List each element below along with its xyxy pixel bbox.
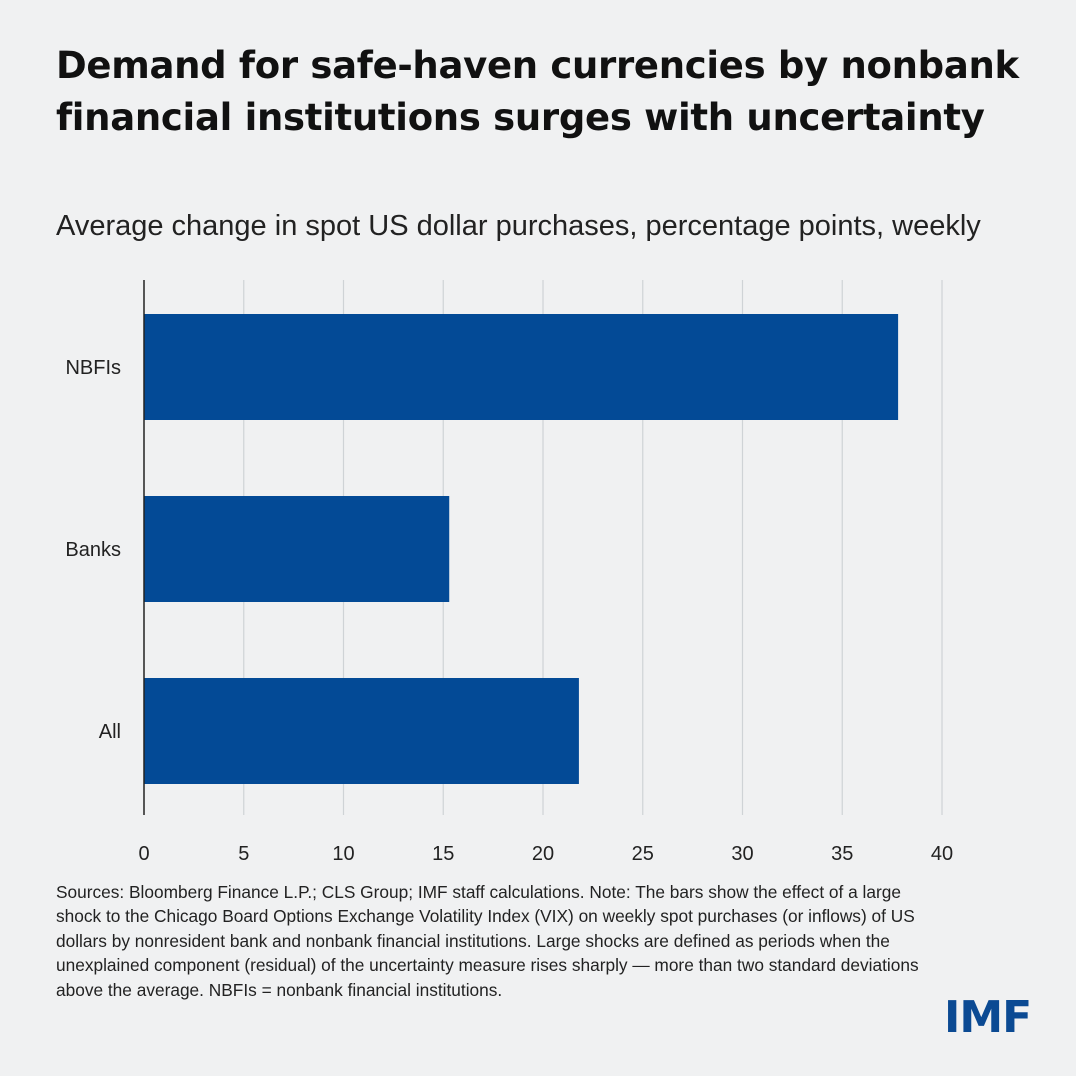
sources-note: Sources: Bloomberg Finance L.P.; CLS Gro…	[56, 882, 919, 1000]
x-tick-label: 5	[238, 843, 249, 865]
category-label-nbfis: NBFIs	[65, 357, 121, 379]
x-tick-label: 15	[432, 843, 454, 865]
bar-all	[144, 678, 579, 784]
x-tick-label: 30	[731, 843, 753, 865]
x-tick-label: 0	[138, 843, 149, 865]
category-label-banks: Banks	[65, 539, 121, 561]
x-tick-label: 35	[831, 843, 853, 865]
bar-nbfis	[144, 314, 899, 420]
x-tick-label: 20	[532, 843, 554, 865]
x-tick-label: 40	[931, 843, 953, 865]
x-tick-labels: 0 5 10 15 20 25 30 35 40	[138, 843, 953, 865]
x-tick-label: 25	[632, 843, 654, 865]
category-label-all: All	[99, 721, 121, 743]
bar-chart: NBFIs Banks All 0 5 10 15 20 25 30 35 40	[65, 280, 953, 865]
x-tick-label: 10	[332, 843, 354, 865]
bars	[144, 314, 899, 784]
bar-banks	[144, 496, 450, 602]
chart-title: Demand for safe-haven currencies by nonb…	[56, 44, 1019, 139]
category-labels: NBFIs Banks All	[65, 357, 121, 743]
imf-logo: IMF	[944, 992, 1032, 1043]
chart-subtitle: Average change in spot US dollar purchas…	[56, 210, 981, 242]
